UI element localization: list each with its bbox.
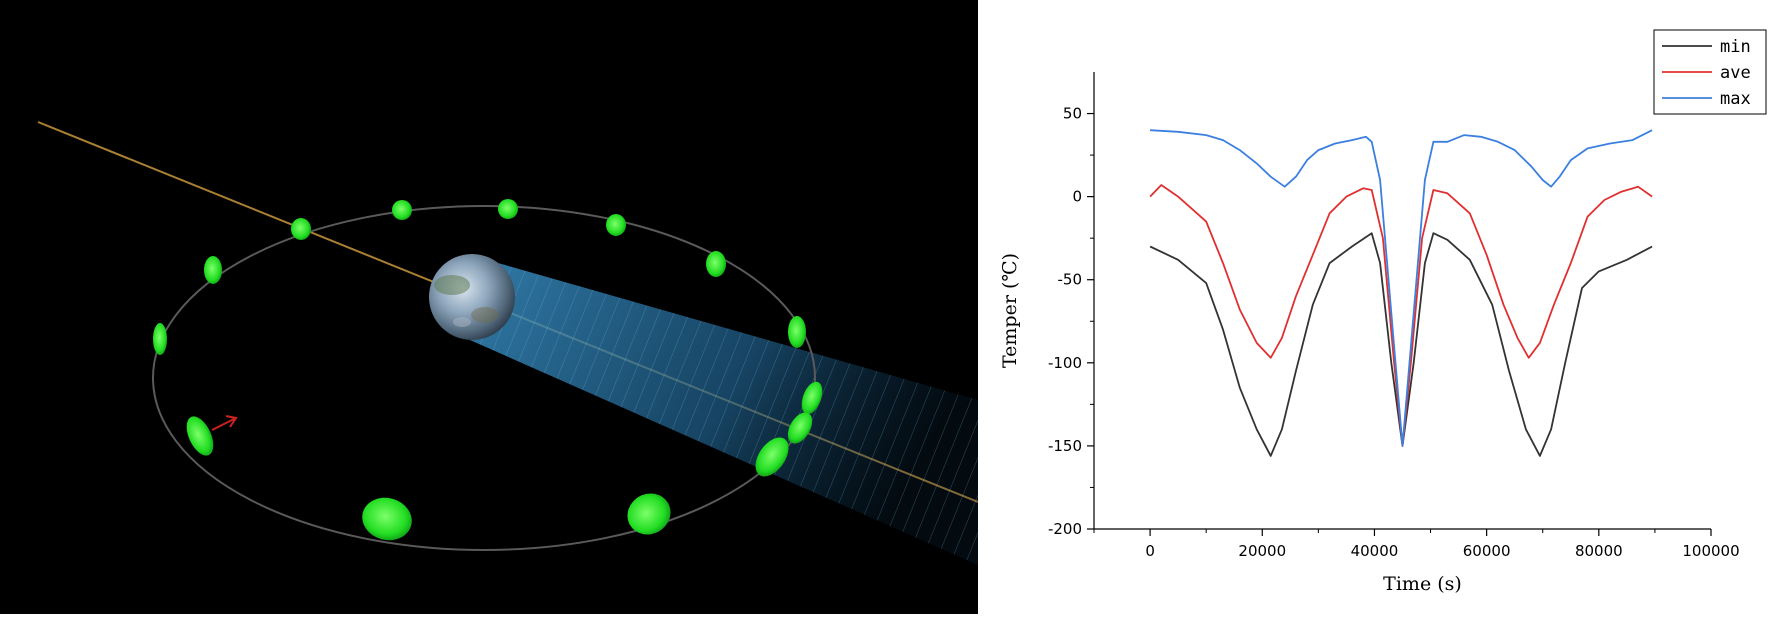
satellite-marker-icon	[627, 493, 671, 535]
temperature-chart: 50 0 -50 -100 -150 -200 0 20000 40000 60000 80000 1…	[978, 0, 1772, 618]
satellite-marker-icon	[392, 200, 412, 220]
satellite-marker-icon	[787, 412, 813, 444]
earth-globe-icon	[429, 254, 515, 340]
chart-canvas: 50 0 -50 -100 -150 -200 0 20000 40000 60000 80000 1…	[999, 29, 1767, 595]
satellite-marker-icon	[186, 416, 214, 456]
x-tick-label: 20000	[1238, 542, 1286, 560]
orbit-scene	[37, 121, 978, 565]
y-tick-label: 50	[1063, 105, 1082, 123]
satellite-marker-icon	[606, 214, 626, 236]
y-tick-label: -150	[1048, 437, 1082, 455]
y-tick-label: -200	[1048, 520, 1082, 538]
y-axis-label: Temper (℃)	[999, 253, 1021, 368]
legend-label-max: max	[1720, 89, 1751, 109]
series-line-ave	[1149, 184, 1653, 447]
series-line-max	[1150, 129, 1653, 447]
x-tick-label: 40000	[1351, 542, 1399, 560]
orbit-path	[152, 205, 816, 551]
satellite-marker-icon	[291, 218, 311, 240]
satellite-marker-icon	[153, 323, 167, 355]
satellite-marker-icon	[498, 199, 518, 219]
x-tick-label: 80000	[1575, 542, 1623, 560]
x-tick-label: 0	[1145, 542, 1155, 560]
x-tick-label: 60000	[1463, 542, 1511, 560]
velocity-arrow-icon	[211, 415, 238, 431]
y-tick-label: -50	[1058, 271, 1083, 289]
orbit-simulation-view	[0, 0, 978, 614]
satellite-marker-icon	[362, 497, 412, 541]
satellite-marker-icon	[755, 437, 789, 477]
satellite-marker-icon	[204, 256, 222, 284]
y-tick-label: -100	[1048, 354, 1082, 372]
legend-label-min: min	[1720, 37, 1751, 57]
satellite-marker-icon	[801, 381, 823, 415]
legend-label-ave: ave	[1720, 63, 1751, 83]
x-axis-label: Time (s)	[1383, 573, 1462, 595]
satellite-marker-icon	[788, 316, 806, 348]
y-tick-label: 0	[1072, 188, 1082, 206]
satellite-marker-icon	[706, 251, 726, 277]
earth-shadow-cylinder	[470, 255, 978, 565]
x-tick-label: 100000	[1682, 542, 1739, 560]
